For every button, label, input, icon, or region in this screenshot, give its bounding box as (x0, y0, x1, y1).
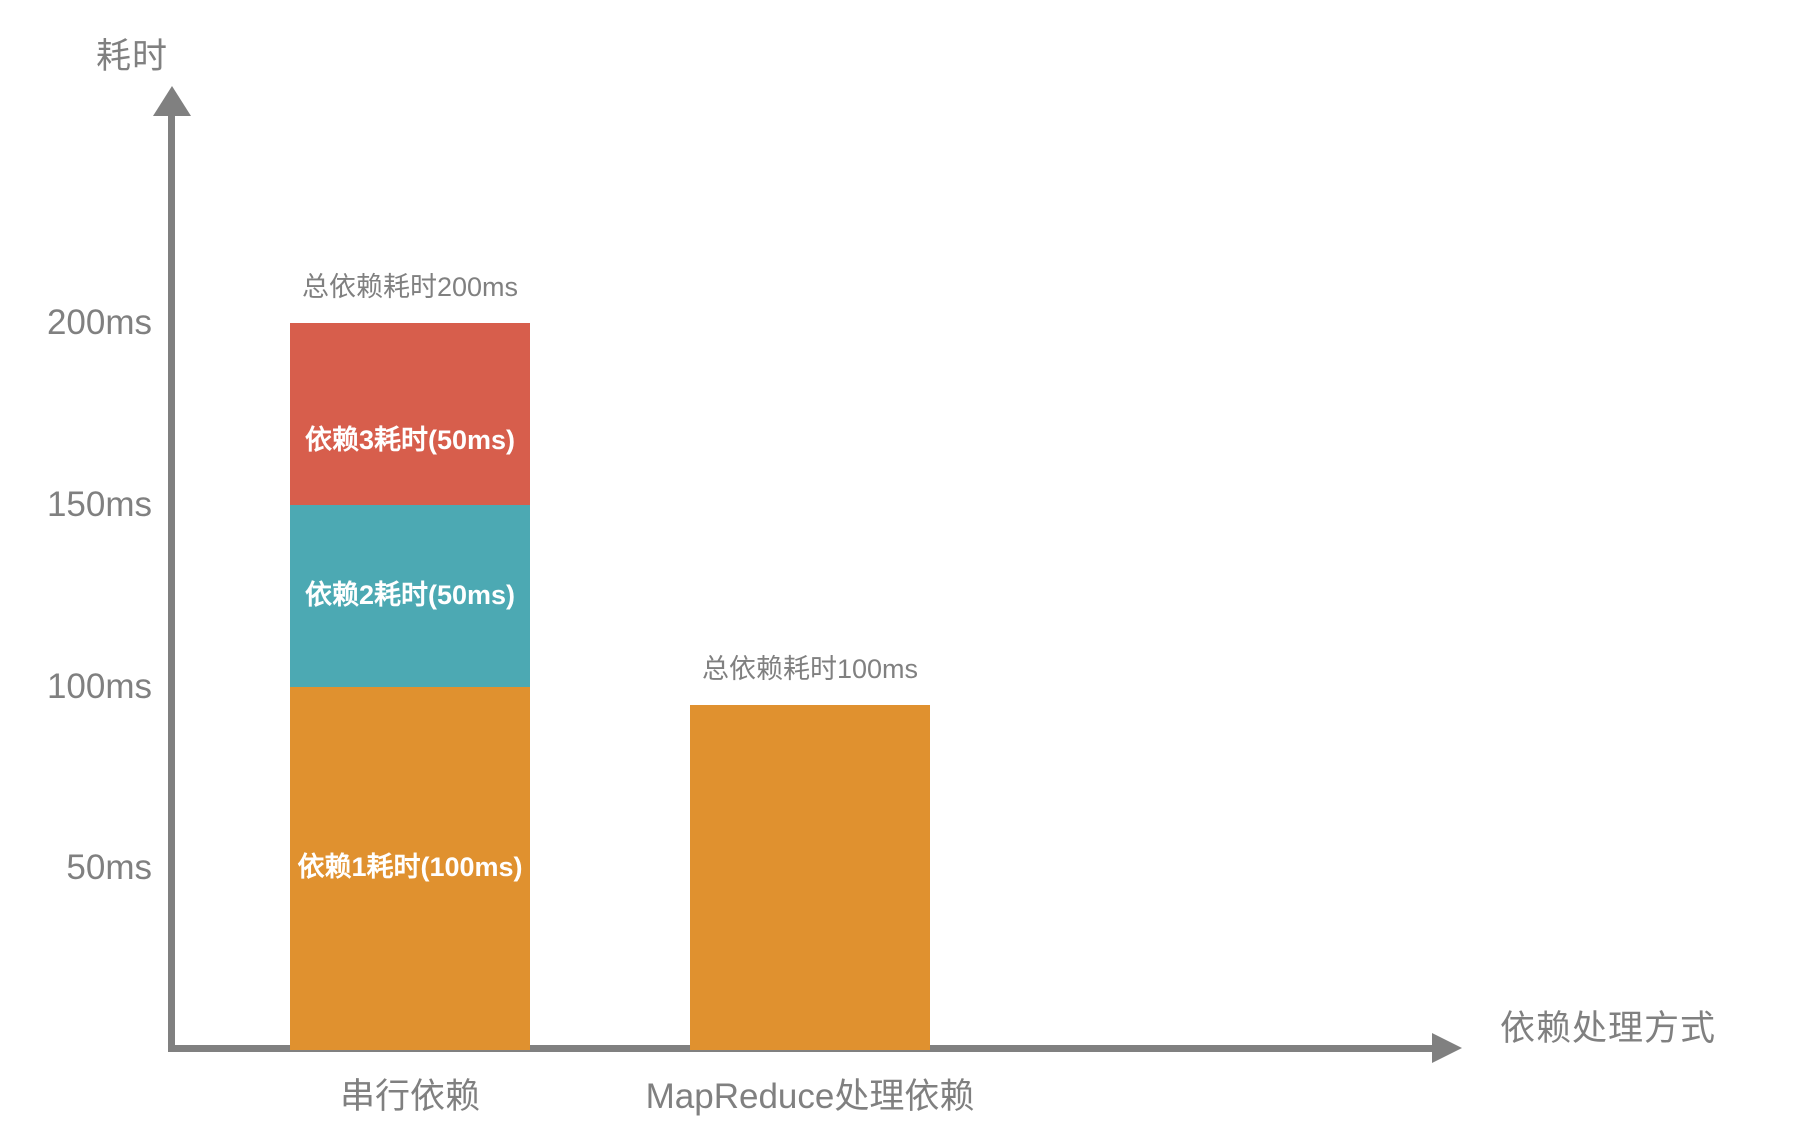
bar-serial-dependency[interactable]: 总依赖耗时200ms 依赖3耗时(50ms) 依赖2耗时(50ms) 依赖1耗时… (290, 272, 530, 1050)
y-tick-label: 150ms (46, 485, 152, 524)
bar-segment-dep1[interactable]: 依赖1耗时(100ms) (290, 687, 530, 1050)
y-tick-label: 100ms (46, 667, 152, 706)
bar-segment-label: 依赖3耗时(50ms) (304, 424, 516, 455)
bar-total-label: 总依赖耗时200ms (301, 272, 519, 302)
bar-segment-label: 依赖2耗时(50ms) (304, 579, 516, 610)
bar-segment-dep2[interactable]: 依赖2耗时(50ms) (290, 505, 530, 687)
x-category-label-mapreduce: MapReduce处理依赖 (645, 1077, 975, 1116)
y-tick-label: 50ms (66, 848, 152, 887)
bar-segment-label: 依赖1耗时(100ms) (297, 852, 523, 882)
y-axis-title: 耗时 (96, 37, 169, 76)
x-axis-arrow-icon (1432, 1033, 1462, 1063)
bar-mapreduce-dependency[interactable]: 总依赖耗时100ms (690, 654, 930, 1050)
y-axis-line (168, 110, 175, 1052)
x-axis-title: 依赖处理方式 (1500, 1009, 1717, 1048)
y-tick-label: 200ms (46, 303, 152, 342)
y-axis-arrow-icon (153, 86, 191, 116)
x-category-label-serial: 串行依赖 (339, 1077, 480, 1116)
bar-segment-dep3[interactable]: 依赖3耗时(50ms) (290, 323, 530, 505)
bar-total-label: 总依赖耗时100ms (701, 654, 919, 684)
bar-segment-dep1[interactable] (690, 705, 930, 1050)
